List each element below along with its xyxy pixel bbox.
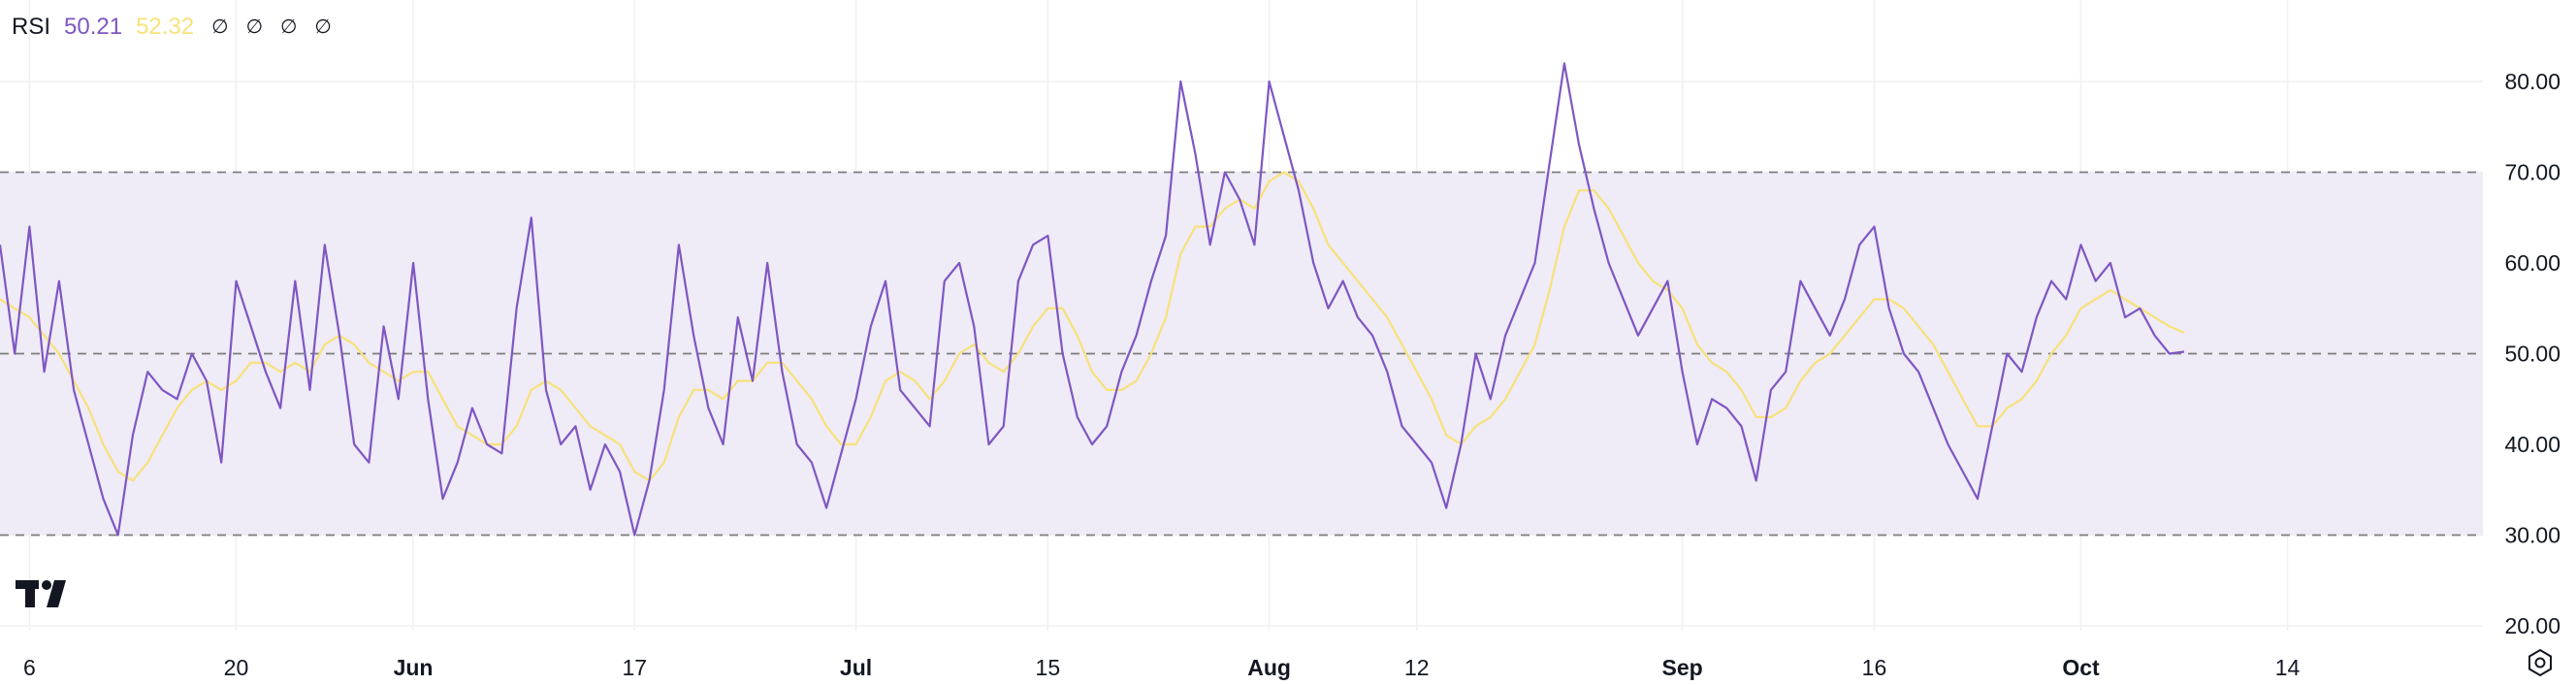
x-tick-label: 12 xyxy=(1404,655,1430,680)
x-tick-label: Aug xyxy=(1247,655,1291,680)
y-tick-label: 80.00 xyxy=(2504,69,2560,94)
tradingview-logo-icon[interactable] xyxy=(16,578,78,611)
x-tick-label: Jun xyxy=(394,655,434,680)
ma-value: 52.32 xyxy=(136,14,195,40)
rsi-series-line[interactable] xyxy=(0,62,2185,537)
band-layer xyxy=(0,171,2483,537)
na-value-3: ∅ xyxy=(279,16,298,38)
na-value-4: ∅ xyxy=(314,16,332,38)
x-tick-label: Jul xyxy=(840,655,872,680)
indicator-legend[interactable]: RSI 50.21 52.32 ∅ ∅ ∅ ∅ xyxy=(12,10,332,45)
x-tick-label: 6 xyxy=(23,655,36,680)
y-tick-label: 40.00 xyxy=(2504,432,2560,457)
settings-gear-icon[interactable] xyxy=(2526,648,2555,677)
y-tick-label: 50.00 xyxy=(2504,342,2560,367)
y-tick-label: 60.00 xyxy=(2504,250,2560,276)
x-tick-label: Oct xyxy=(2062,655,2100,680)
series-layer xyxy=(0,62,2185,537)
indicator-name[interactable]: RSI xyxy=(12,14,51,40)
y-tick-label: 70.00 xyxy=(2504,160,2560,185)
x-tick-label: 17 xyxy=(623,655,648,680)
rsi-ma-series-line[interactable] xyxy=(0,171,2185,482)
x-tick-label: 15 xyxy=(1036,655,1061,680)
x-tick-label: 16 xyxy=(1862,655,1887,680)
y-tick-label: 30.00 xyxy=(2504,523,2560,548)
na-value-1: ∅ xyxy=(211,16,229,38)
x-tick-label: 20 xyxy=(224,655,249,680)
y-axis[interactable]: 80.00 70.00 60.00 50.00 40.00 30.00 20.00 xyxy=(2504,69,2560,638)
na-value-2: ∅ xyxy=(245,16,263,38)
x-axis[interactable]: 6 20 Jun 17 Jul 15 Aug 12 Sep 16 Oct 14 xyxy=(23,655,2300,680)
rsi-value: 50.21 xyxy=(64,14,123,40)
x-tick-label: Sep xyxy=(1662,655,1703,680)
y-tick-label: 20.00 xyxy=(2504,613,2560,638)
x-tick-label: 14 xyxy=(2275,655,2301,680)
